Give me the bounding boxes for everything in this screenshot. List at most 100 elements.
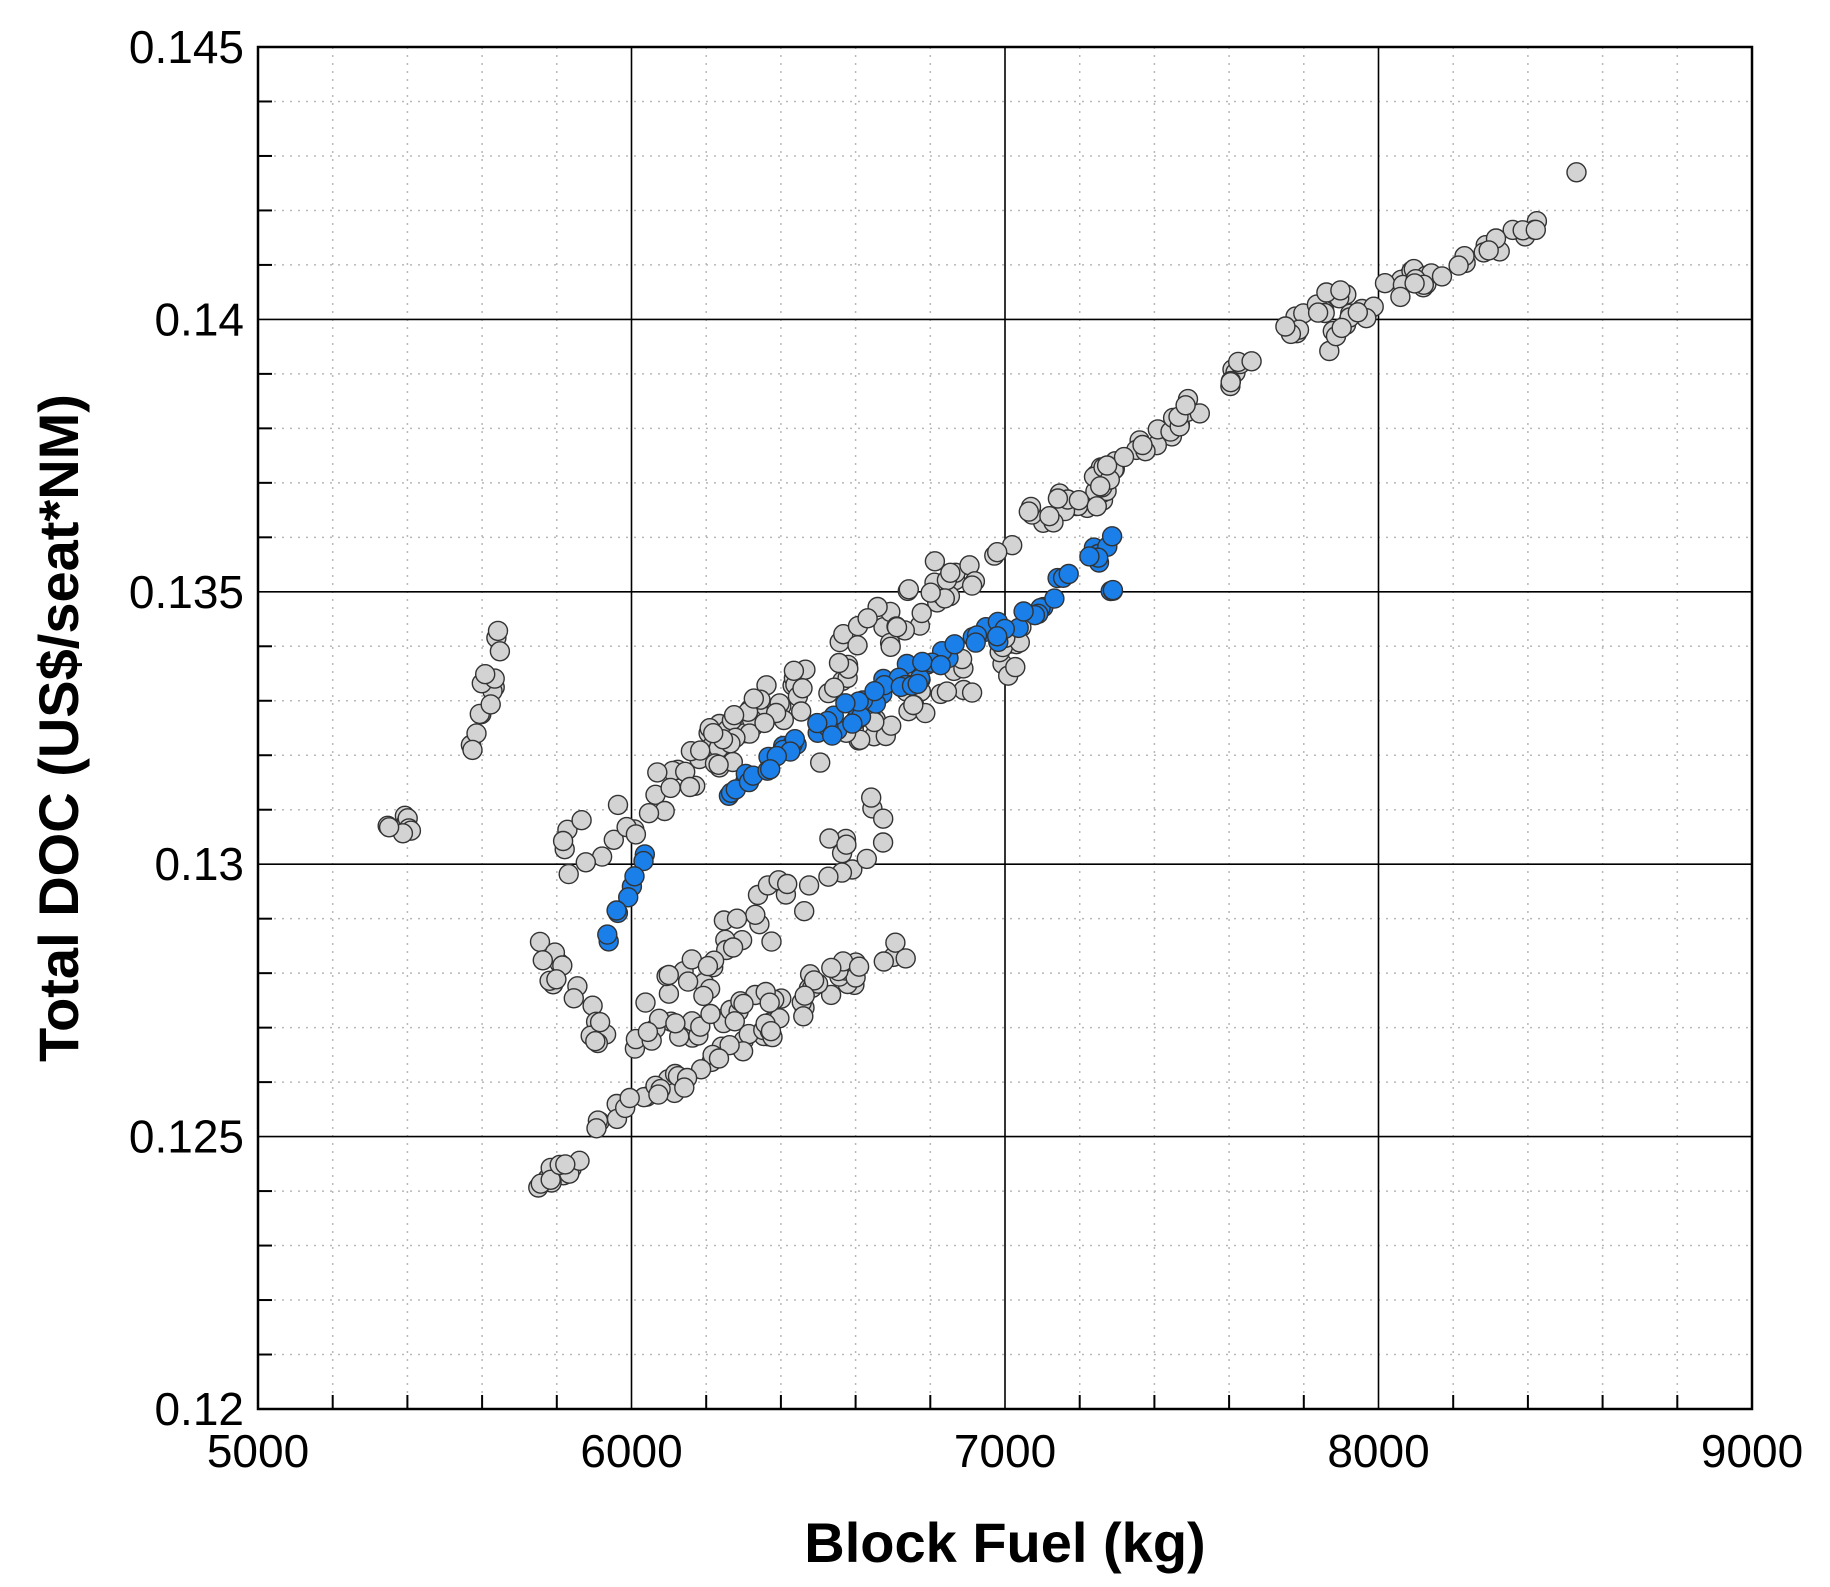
- selected-data-point: [965, 632, 986, 653]
- data-point: [911, 602, 932, 624]
- data-point: [1347, 302, 1369, 323]
- data-point: [936, 681, 958, 702]
- data-point: [1175, 395, 1196, 416]
- data-point: [961, 682, 983, 703]
- data-point: [1404, 273, 1425, 294]
- data-point: [818, 866, 839, 887]
- data-point: [1005, 656, 1026, 678]
- data-point: [658, 964, 679, 986]
- data-point: [1374, 273, 1396, 294]
- selected-data-point: [597, 924, 618, 945]
- data-point: [552, 830, 574, 852]
- data-point: [885, 932, 906, 953]
- x-tick-label: 7000: [954, 1425, 1056, 1477]
- selected-data-point: [1058, 563, 1079, 585]
- data-point: [821, 957, 842, 979]
- selected-data-point: [618, 887, 639, 908]
- data-point: [1566, 162, 1587, 183]
- data-point: [793, 1006, 814, 1027]
- data-point: [760, 1020, 782, 1042]
- all-designs-series: [377, 162, 1587, 1198]
- selected-data-point: [1102, 579, 1124, 601]
- data-point: [824, 677, 845, 698]
- data-point: [546, 969, 567, 990]
- data-point: [745, 904, 766, 925]
- data-point: [987, 542, 1008, 563]
- data-point: [857, 608, 878, 629]
- data-point: [677, 971, 699, 992]
- data-point: [783, 660, 805, 681]
- data-point: [895, 948, 916, 969]
- y-tick-label: 0.135: [129, 566, 244, 618]
- data-point: [1113, 446, 1135, 468]
- data-point: [759, 992, 780, 1013]
- data-point: [861, 787, 882, 808]
- data-point: [1431, 266, 1453, 287]
- data-point: [820, 984, 842, 1006]
- data-point: [722, 937, 744, 958]
- data-point: [571, 810, 592, 831]
- data-point: [723, 705, 745, 726]
- data-point: [777, 873, 798, 895]
- selected-data-point: [864, 681, 885, 702]
- data-point: [585, 1030, 606, 1052]
- data-point: [1089, 476, 1111, 497]
- selected-data-point: [842, 713, 863, 734]
- data-point: [733, 993, 754, 1015]
- data-point: [480, 694, 501, 715]
- data-point: [924, 551, 946, 572]
- data-point: [798, 875, 820, 896]
- data-point: [487, 620, 509, 642]
- data-point: [1241, 351, 1262, 372]
- data-point: [558, 863, 579, 885]
- data-point: [489, 641, 511, 662]
- data-point: [873, 808, 894, 829]
- x-tick-label: 9000: [1701, 1425, 1803, 1477]
- selected-data-point: [633, 850, 654, 872]
- data-point: [658, 983, 680, 1004]
- data-point: [679, 776, 701, 798]
- data-point: [881, 715, 902, 736]
- data-point: [803, 970, 825, 991]
- selected-data-point: [835, 693, 856, 714]
- y-tick-label: 0.145: [129, 21, 244, 73]
- data-point: [719, 1034, 740, 1056]
- data-point: [638, 803, 660, 824]
- data-point: [1390, 286, 1411, 308]
- data-point: [726, 908, 748, 929]
- data-point: [647, 762, 668, 783]
- data-point: [754, 712, 775, 734]
- selected-data-point: [760, 759, 781, 780]
- data-point: [607, 794, 629, 816]
- selected-data-point: [807, 712, 828, 734]
- data-point: [703, 723, 724, 744]
- data-point: [848, 956, 870, 977]
- data-point: [532, 950, 553, 971]
- y-tick-label: 0.12: [154, 1383, 244, 1435]
- data-point: [660, 777, 681, 799]
- selected-data-point: [822, 725, 843, 746]
- data-point: [828, 652, 850, 674]
- data-point: [1331, 317, 1352, 339]
- x-tick-label: 8000: [1327, 1425, 1429, 1477]
- data-point: [791, 701, 812, 722]
- y-tick-label: 0.14: [154, 293, 244, 345]
- plot-frame: [256, 45, 1754, 1411]
- data-point: [586, 1118, 607, 1139]
- data-point: [810, 752, 831, 773]
- selected-data-point: [1013, 601, 1034, 622]
- data-point: [674, 1077, 695, 1098]
- x-axis-title: Block Fuel (kg): [804, 1511, 1205, 1574]
- data-point: [540, 1169, 561, 1191]
- data-point: [475, 664, 496, 685]
- data-point: [625, 824, 647, 845]
- x-tick-label: 6000: [580, 1425, 682, 1477]
- data-point: [847, 635, 868, 656]
- data-point: [1478, 240, 1499, 261]
- data-point: [1275, 316, 1296, 337]
- data-point: [603, 829, 624, 850]
- data-point: [886, 617, 908, 638]
- data-point: [697, 955, 719, 977]
- selected-designs-series: [597, 526, 1124, 952]
